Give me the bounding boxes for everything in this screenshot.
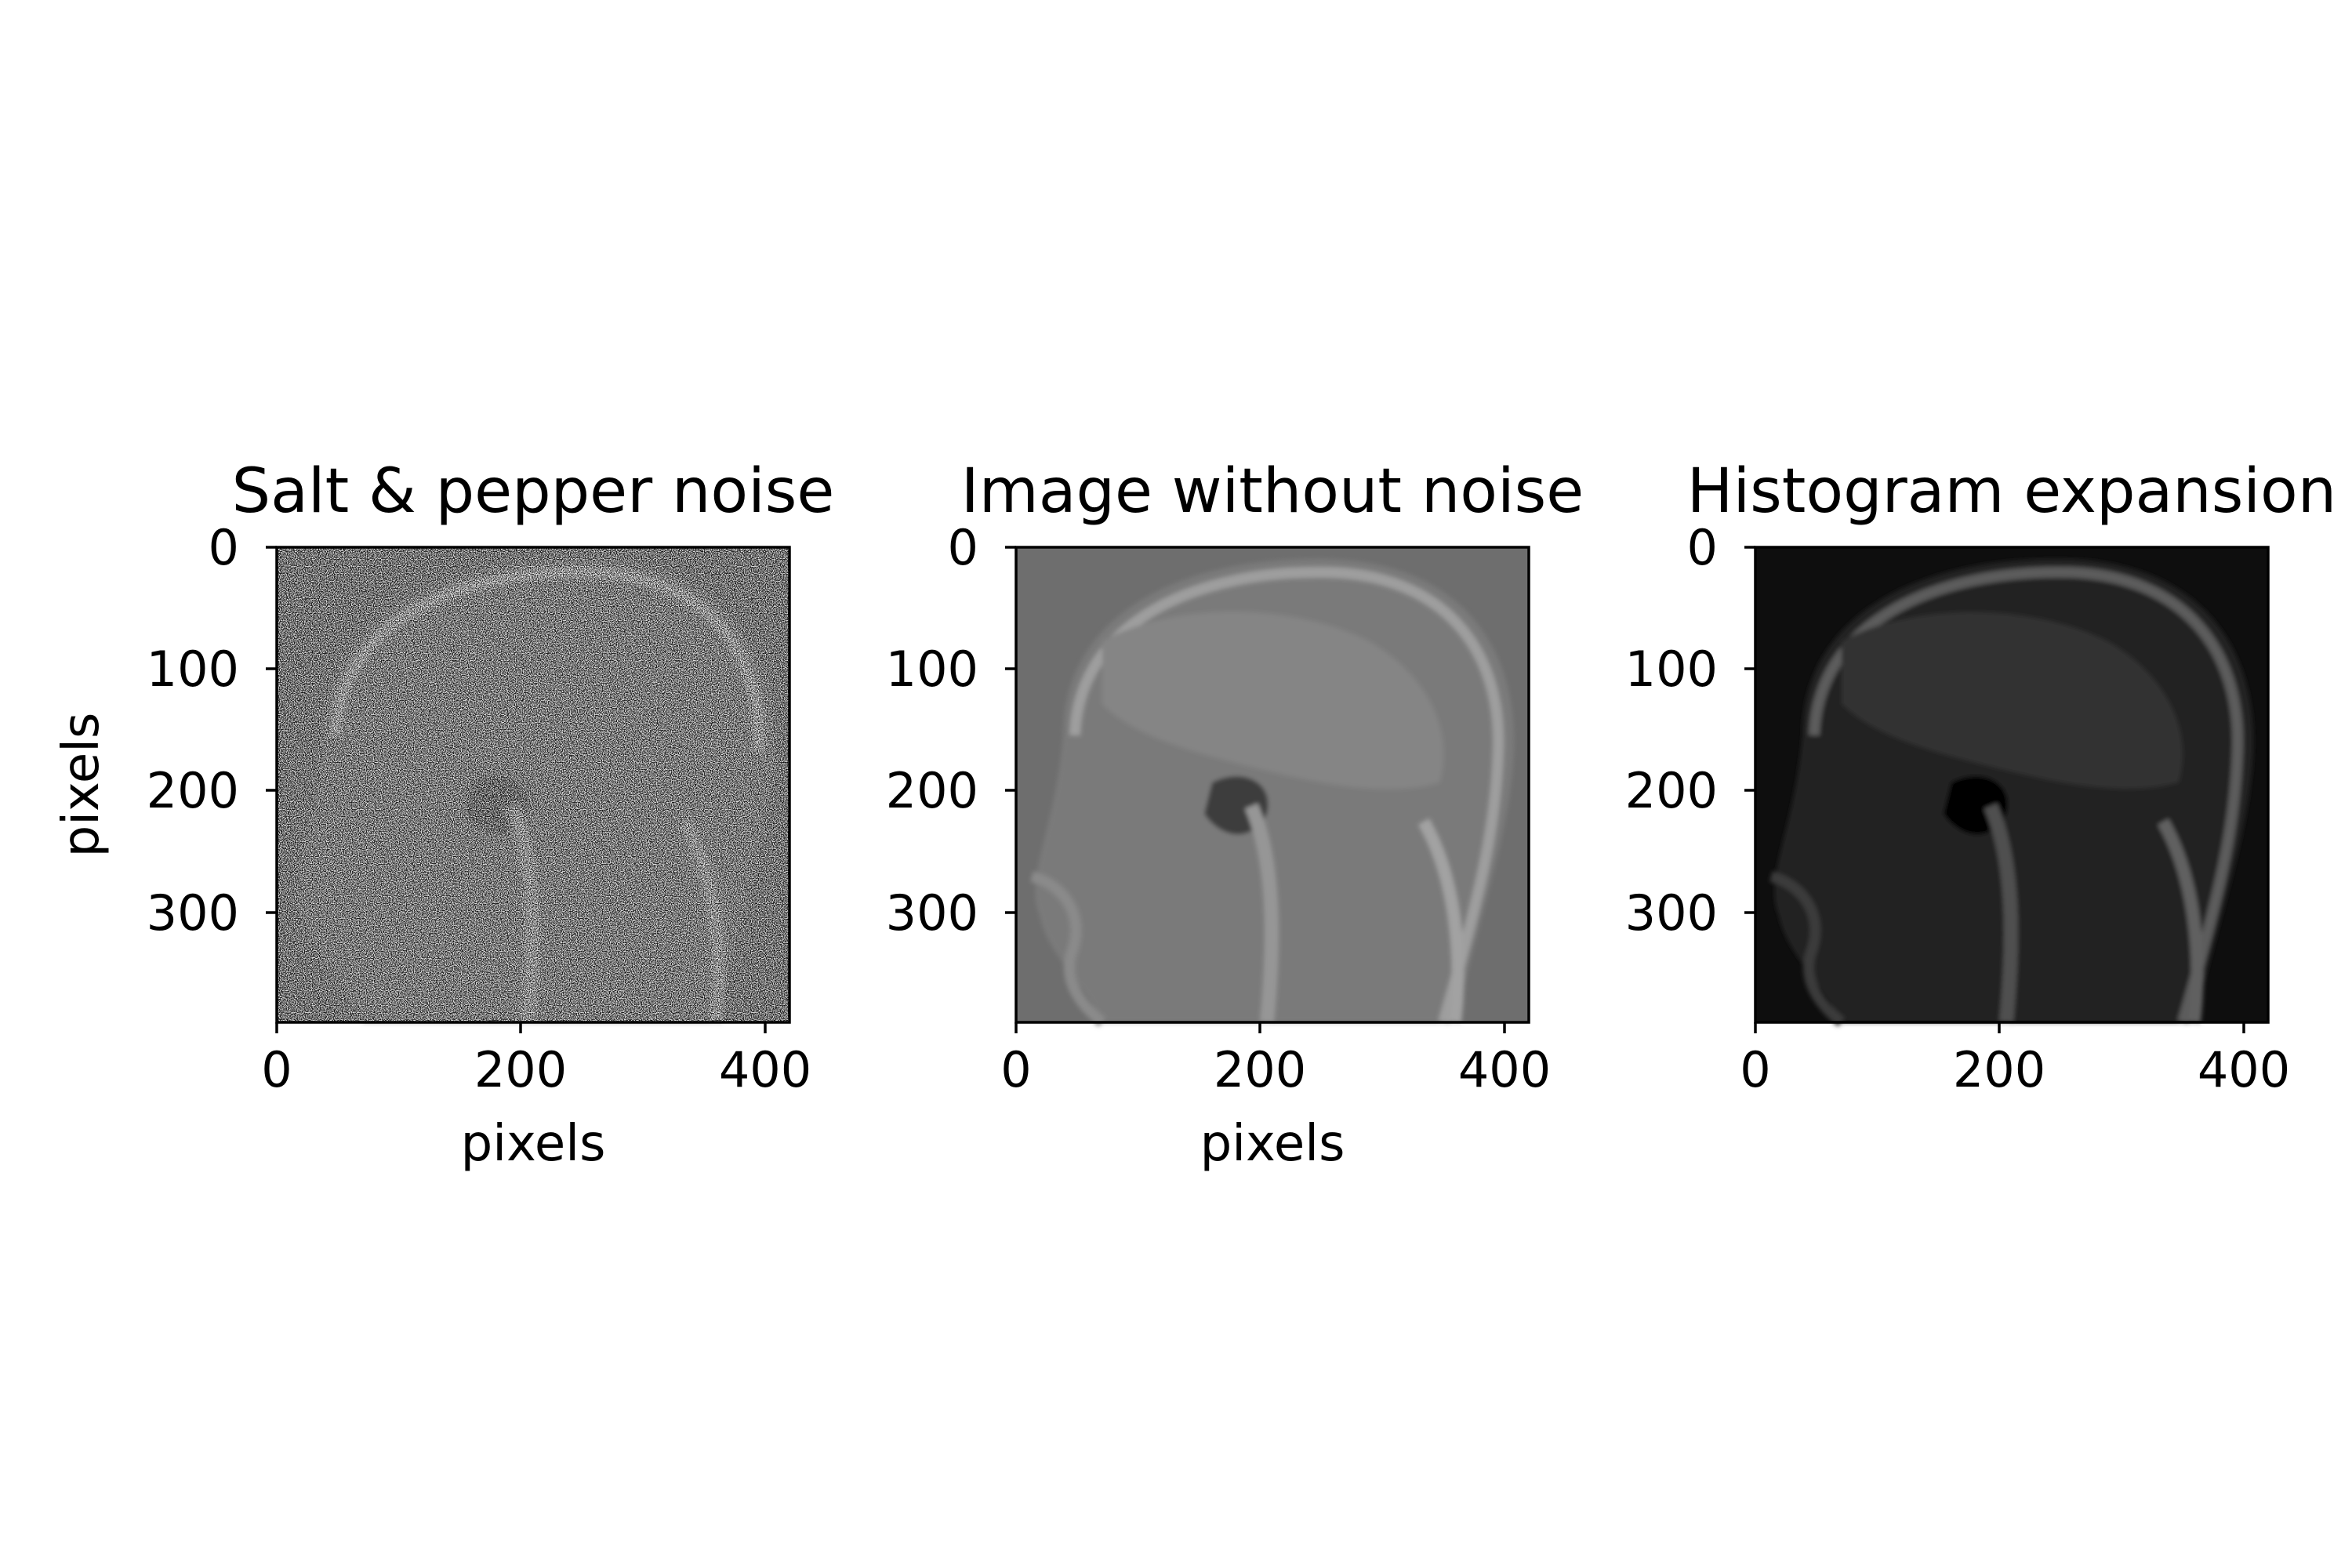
- x-tick-label: 200: [1214, 1041, 1306, 1098]
- x-ticks: 0 200 400: [1740, 1022, 2290, 1098]
- y-tick-label: 100: [886, 641, 978, 698]
- axes-frame: [1014, 546, 1530, 1024]
- x-tick-label: 0: [1740, 1041, 1770, 1098]
- y-tick-label: 100: [147, 641, 239, 698]
- panel-histogram-expansion: Histogram expansion 0 100 200 300: [1625, 456, 2337, 1098]
- head-silhouette: [1769, 558, 2254, 1027]
- image-salt-pepper: [277, 547, 789, 1023]
- x-axis-label: pixels: [461, 1115, 606, 1173]
- y-ticks: 0 100 200 300: [1625, 519, 1755, 942]
- head-silhouette: [1030, 558, 1515, 1027]
- y-tick-label: 200: [1625, 762, 1718, 819]
- x-axis-label: pixels: [1200, 1115, 1345, 1173]
- image-histogram-expansion: [1755, 547, 2268, 1027]
- x-tick-label: 200: [1953, 1041, 2045, 1098]
- y-tick-label: 200: [147, 762, 239, 819]
- axes-frame: [275, 546, 791, 1024]
- y-tick-label: 300: [1625, 884, 1718, 942]
- y-tick-label: 200: [886, 762, 978, 819]
- y-ticks: 0 100 200 300: [147, 519, 277, 942]
- x-tick-label: 400: [719, 1041, 811, 1098]
- x-tick-label: 400: [1458, 1041, 1551, 1098]
- image-without-noise: [1016, 547, 1529, 1027]
- panel-title: Image without noise: [961, 456, 1584, 527]
- y-tick-label: 0: [948, 519, 978, 576]
- y-tick-label: 100: [1625, 641, 1718, 698]
- y-ticks: 0 100 200 300: [886, 519, 1016, 942]
- panel-title: Histogram expansion: [1687, 456, 2336, 527]
- y-tick-label: 300: [886, 884, 978, 942]
- x-tick-label: 0: [1000, 1041, 1031, 1098]
- x-ticks: 0 200 400: [261, 1022, 811, 1098]
- y-tick-label: 300: [147, 884, 239, 942]
- y-tick-label: 0: [1687, 519, 1718, 576]
- panel-without-noise: Image without noise 0 100 200 300: [886, 456, 1584, 1173]
- panel-salt-pepper: Salt & pepper noise 0 100 200 300: [53, 456, 834, 1173]
- y-axis-label: pixels: [53, 713, 111, 858]
- axes-frame: [1754, 546, 2270, 1024]
- y-tick-label: 0: [209, 519, 239, 576]
- x-ticks: 0 200 400: [1000, 1022, 1551, 1098]
- x-tick-label: 200: [474, 1041, 567, 1098]
- x-tick-label: 0: [261, 1041, 292, 1098]
- x-tick-label: 400: [2198, 1041, 2290, 1098]
- panel-title: Salt & pepper noise: [232, 456, 835, 527]
